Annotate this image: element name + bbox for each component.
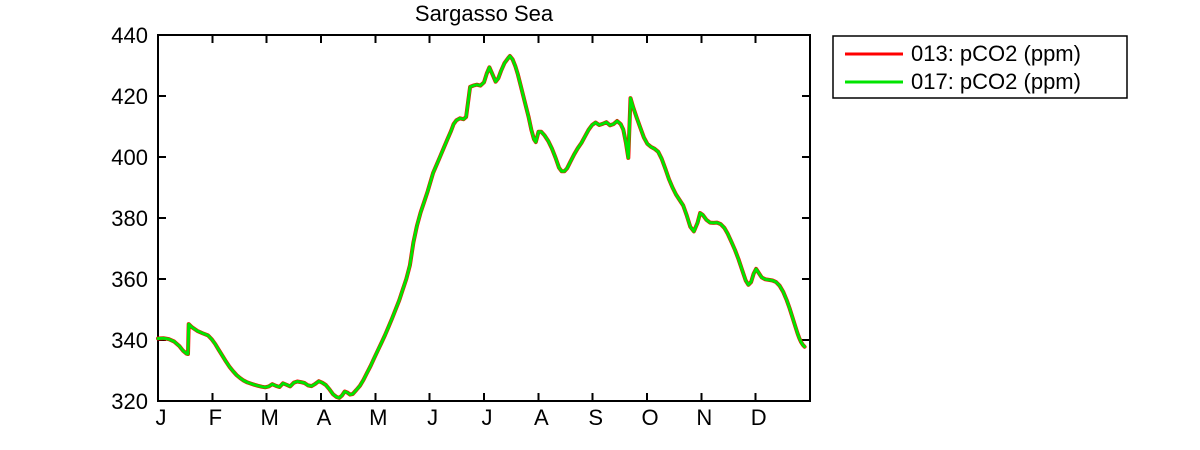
- series-line-013: [156, 54, 807, 400]
- axes: J F M A M J J A S O N D 320 340 360 380 400 420 440: [111, 23, 811, 430]
- x-tick-label: D: [751, 405, 767, 430]
- y-tick-label: 320: [111, 389, 148, 414]
- x-tick-label: A: [534, 405, 549, 430]
- series-line-017: [156, 54, 807, 400]
- x-tick-label: N: [696, 405, 712, 430]
- series-lines: [156, 54, 807, 400]
- y-tick-label: 440: [111, 23, 148, 48]
- y-tick-label: 400: [111, 145, 148, 170]
- x-tick-label: J: [482, 405, 493, 430]
- y-tick-label: 340: [111, 328, 148, 353]
- plot-box: [157, 34, 811, 402]
- legend-label-017: 017: pCO2 (ppm): [911, 69, 1081, 94]
- y-tick-label: 360: [111, 267, 148, 292]
- legend[interactable]: 013: pCO2 (ppm) 017: pCO2 (ppm): [832, 35, 1128, 99]
- x-tick-label: J: [427, 405, 438, 430]
- y-tick-label: 380: [111, 206, 148, 231]
- chart-title: Sargasso Sea: [415, 1, 554, 26]
- legend-box: [832, 35, 1128, 99]
- x-tick-label: S: [588, 405, 603, 430]
- y-tick-label: 420: [111, 84, 148, 109]
- x-tick-label: A: [317, 405, 332, 430]
- x-tick-label: J: [156, 405, 167, 430]
- x-tick-label: M: [369, 405, 387, 430]
- legend-label-013: 013: pCO2 (ppm): [911, 41, 1081, 66]
- x-tick-label: F: [209, 405, 222, 430]
- x-tick-label: M: [261, 405, 279, 430]
- x-tick-label: O: [641, 405, 658, 430]
